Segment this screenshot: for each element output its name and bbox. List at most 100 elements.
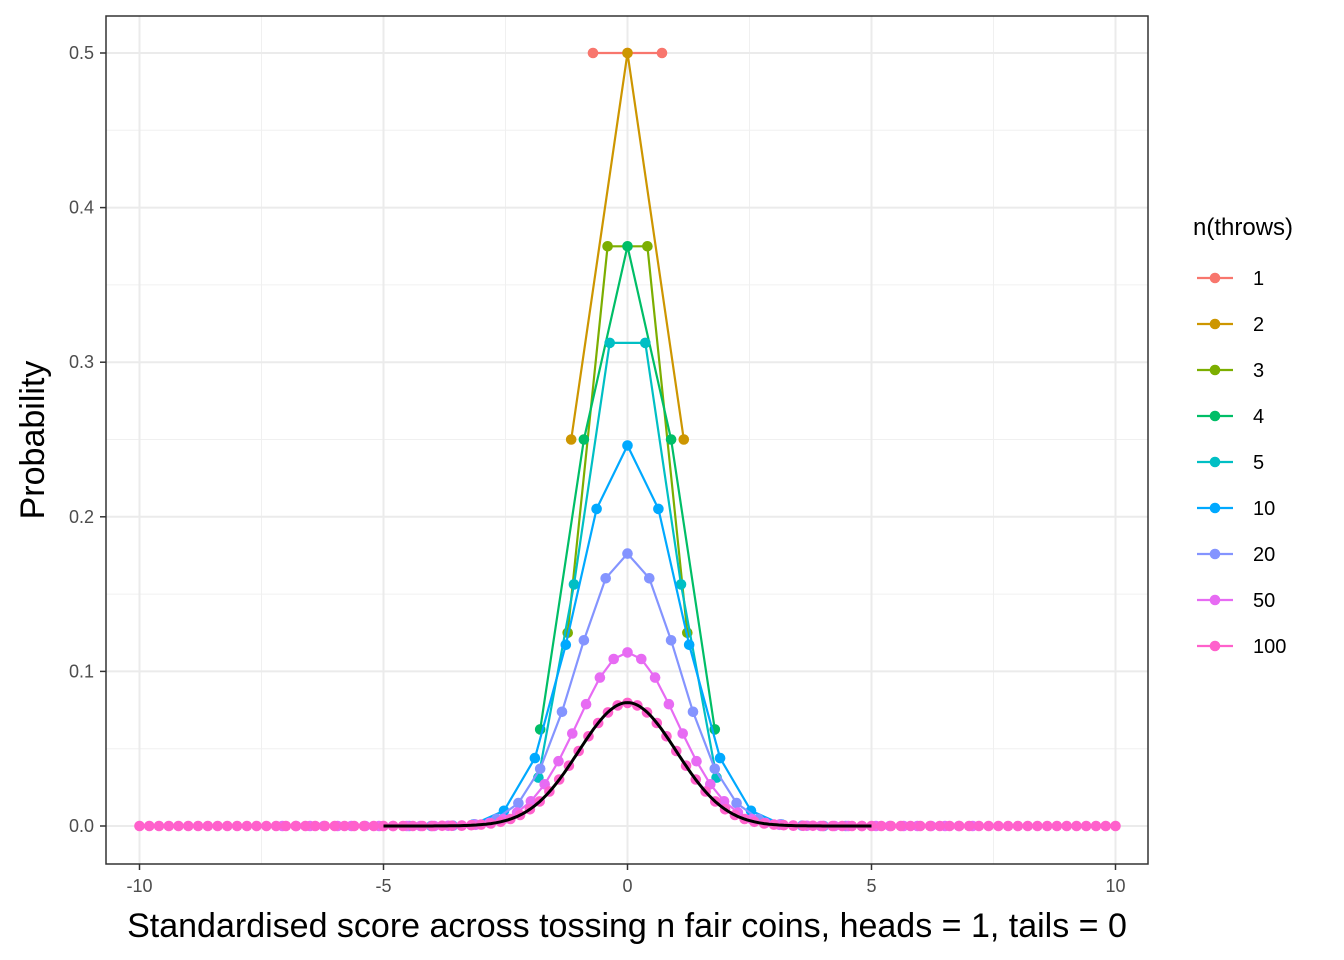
data-point-1	[656, 47, 668, 59]
legend-label: 5	[1253, 452, 1264, 474]
data-point-100	[329, 820, 341, 832]
legend-label: 100	[1253, 636, 1286, 658]
data-point-50	[649, 672, 661, 683]
legend-key-point	[1209, 548, 1221, 560]
legend-item-3[interactable]: 3	[1197, 360, 1264, 382]
legend-label: 2	[1253, 314, 1264, 336]
x-tick-label: 0	[622, 876, 632, 896]
data-point-100	[944, 820, 955, 832]
legend-item-4[interactable]: 4	[1197, 406, 1264, 428]
data-point-100	[876, 820, 887, 832]
data-point-100	[339, 820, 350, 832]
y-tick-label: 0.3	[69, 352, 94, 372]
x-tick-label: 10	[1105, 876, 1125, 896]
legend-key-point	[1209, 410, 1221, 422]
data-point-100	[358, 820, 370, 832]
normal-curve-layer	[383, 701, 872, 828]
x-tick-label: -10	[126, 876, 152, 896]
axes-layer: -10 -5 0 5 10 0.0 0.1 0.2 0.3 0.4 0.5	[69, 15, 1149, 896]
data-point-100	[251, 820, 262, 832]
data-point-4	[578, 434, 590, 445]
data-point-10	[714, 752, 726, 764]
x-axis-title: Standardised score across tossing n fair…	[127, 907, 1127, 945]
data-point-100	[1061, 820, 1072, 832]
data-point-10	[529, 752, 541, 764]
data-point-100	[134, 820, 145, 832]
data-point-100	[153, 820, 165, 832]
data-point-20	[578, 635, 590, 646]
data-point-2	[678, 434, 690, 445]
data-point-2	[565, 434, 577, 445]
y-tick-label: 0.0	[69, 816, 94, 836]
data-point-100	[993, 820, 1004, 832]
data-point-5	[640, 337, 651, 349]
data-point-5	[604, 337, 615, 349]
data-point-100	[368, 820, 380, 832]
data-point-100	[1022, 820, 1033, 832]
legend-key-point	[1209, 502, 1221, 514]
data-point-100	[963, 820, 975, 832]
data-point-100	[212, 820, 223, 832]
data-point-100	[270, 820, 282, 832]
data-point-1	[587, 47, 599, 59]
data-point-10	[498, 805, 510, 817]
data-point-10	[591, 503, 602, 515]
legend-item-1[interactable]: 1	[1197, 268, 1264, 290]
data-point-5	[568, 579, 580, 590]
legend-item-10[interactable]: 10	[1197, 498, 1275, 520]
legend-label: 3	[1253, 360, 1264, 382]
data-point-50	[691, 755, 702, 767]
y-tick-label: 0.5	[69, 43, 94, 63]
data-point-100	[202, 820, 214, 832]
grid-lines	[106, 16, 1148, 864]
data-point-20	[556, 706, 568, 718]
data-point-100	[924, 820, 936, 832]
data-point-100	[1051, 820, 1063, 832]
data-point-100	[309, 820, 321, 832]
y-tick-label: 0.2	[69, 507, 94, 527]
data-point-20	[644, 573, 655, 584]
data-point-100	[231, 820, 243, 832]
data-point-4	[665, 434, 677, 445]
y-tick-label: 0.1	[69, 661, 94, 681]
y-axis-title: Probability	[14, 361, 52, 520]
legend-label: 4	[1253, 406, 1264, 428]
data-point-100	[144, 820, 155, 832]
data-point-20	[665, 635, 677, 646]
legend-item-20[interactable]: 20	[1197, 544, 1275, 566]
data-point-10	[683, 639, 695, 651]
series-2	[565, 47, 690, 445]
legend-key-point	[1209, 364, 1221, 376]
data-point-100	[163, 820, 175, 832]
data-point-100	[1032, 820, 1043, 832]
data-point-100	[241, 820, 253, 832]
data-point-100	[173, 820, 184, 832]
data-point-100	[222, 820, 233, 832]
series-line-5	[537, 341, 718, 778]
data-point-100	[1071, 820, 1082, 832]
data-point-50	[580, 698, 592, 710]
data-point-10	[653, 503, 664, 515]
data-point-3	[602, 241, 613, 252]
data-point-100	[1100, 820, 1111, 832]
data-point-3	[642, 241, 653, 252]
data-point-50	[622, 647, 633, 658]
series-5	[533, 337, 722, 783]
legend-label: 10	[1253, 498, 1275, 520]
legend: n(throws) 1 2 3 4 5 10 20 50 100	[1193, 214, 1293, 658]
data-point-2	[622, 47, 633, 59]
legend-item-5[interactable]: 5	[1197, 452, 1264, 474]
legend-label: 1	[1253, 268, 1264, 290]
data-point-100	[280, 820, 292, 832]
legend-item-50[interactable]: 50	[1197, 590, 1275, 612]
data-point-100	[915, 820, 926, 832]
data-point-50	[567, 728, 578, 739]
legend-item-100[interactable]: 100	[1197, 636, 1286, 658]
legend-item-2[interactable]: 2	[1197, 314, 1264, 336]
data-point-100	[1002, 820, 1014, 832]
data-point-50	[718, 796, 730, 807]
data-point-100	[983, 820, 994, 832]
data-point-10	[622, 440, 633, 451]
data-point-10	[560, 639, 572, 651]
legend-label: 50	[1253, 590, 1275, 612]
